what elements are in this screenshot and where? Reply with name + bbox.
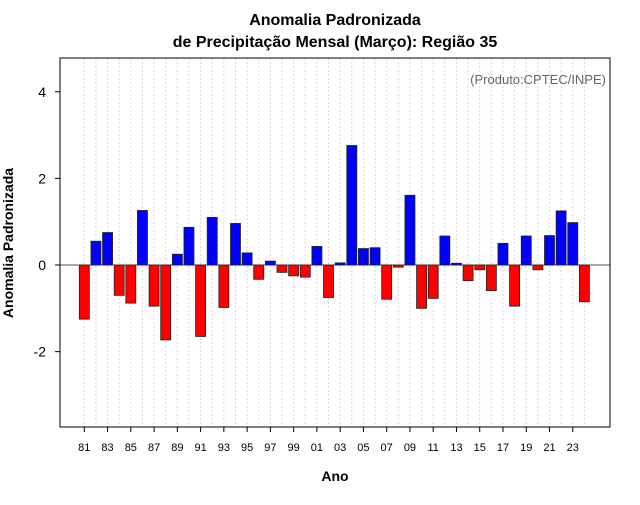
bar-1987: [148, 264, 160, 307]
x-tick-label: 85: [125, 442, 137, 454]
x-tick-label: 91: [194, 442, 206, 454]
bar-2007: [381, 264, 393, 300]
x-tick-label: 89: [171, 442, 183, 454]
x-tick-label: 81: [78, 442, 90, 454]
bar-2012: [439, 235, 451, 266]
y-tick-label: 0: [38, 257, 46, 273]
x-tick-label: 97: [264, 442, 276, 454]
bar-1992: [206, 216, 218, 266]
x-tick-label: 17: [497, 442, 509, 454]
bar-1984: [113, 264, 125, 296]
y-axis-label: Anomalia Padronizada: [0, 168, 16, 318]
bar-1999: [288, 264, 300, 277]
bar-1983: [102, 232, 113, 266]
bar-2011: [427, 264, 439, 299]
bar-1996: [253, 264, 265, 280]
y-tick-label: 2: [38, 170, 46, 186]
y-tick-label: 4: [38, 84, 46, 100]
bar-2019: [520, 235, 532, 266]
y-tick-label: -2: [34, 344, 47, 360]
bar-1981: [78, 264, 90, 320]
bar-2008: [392, 264, 404, 268]
source-annotation: (Produto:CPTEC/INPE): [470, 72, 606, 87]
bar-1995: [241, 252, 253, 266]
bar-2000: [299, 264, 311, 278]
x-tick-label: 01: [311, 442, 323, 454]
bar-2004: [346, 145, 358, 266]
x-tick-label: 21: [543, 442, 555, 454]
bar-2003: [334, 262, 346, 266]
bar-2001: [311, 245, 323, 266]
bar-1986: [137, 210, 148, 266]
x-tick-label: 09: [404, 442, 416, 454]
chart-title-line2: de Precipitação Mensal (Março): Região 3…: [173, 34, 498, 51]
bar-2009: [404, 194, 416, 266]
bar-2023: [567, 222, 579, 266]
bar-2013: [451, 262, 462, 266]
x-tick-label: 23: [567, 442, 579, 454]
bar-1982: [90, 240, 102, 266]
bar-1993: [218, 264, 230, 308]
bar-2020: [532, 264, 544, 271]
bar-2002: [323, 264, 334, 298]
bar-2014: [462, 264, 474, 282]
x-tick-label: 05: [357, 442, 369, 454]
bar-2006: [369, 247, 381, 266]
x-tick-label: 13: [450, 442, 462, 454]
x-tick-label: 99: [288, 442, 300, 454]
bar-1997: [264, 260, 276, 266]
bar-2022: [555, 210, 567, 266]
plot-frame: [59, 57, 611, 428]
x-tick-label: 07: [381, 442, 393, 454]
bar-2018: [509, 264, 521, 307]
bar-2017: [497, 242, 509, 266]
bar-1991: [195, 264, 207, 337]
x-tick-label: 93: [218, 442, 230, 454]
x-tick-label: 87: [148, 442, 160, 454]
bar-2005: [358, 248, 369, 266]
bar-2024: [578, 264, 590, 303]
x-tick-label: 03: [334, 442, 346, 454]
bar-1988: [160, 264, 172, 341]
x-axis-label: Ano: [321, 468, 348, 484]
bar-2021: [544, 235, 555, 266]
bar-2016: [485, 264, 497, 291]
bar-1985: [125, 264, 137, 304]
bar-1990: [183, 226, 195, 266]
bar-1994: [230, 223, 241, 266]
bar-1989: [171, 253, 183, 266]
bar-1998: [276, 264, 288, 273]
bar-2010: [416, 264, 427, 309]
x-tick-label: 95: [241, 442, 253, 454]
chart-title-line1: Anomalia Padronizada: [249, 12, 421, 29]
bar-2015: [474, 264, 486, 271]
x-tick-label: 83: [101, 442, 113, 454]
x-tick-label: 15: [474, 442, 486, 454]
x-tick-label: 11: [427, 442, 438, 454]
x-tick-label: 19: [520, 442, 532, 454]
